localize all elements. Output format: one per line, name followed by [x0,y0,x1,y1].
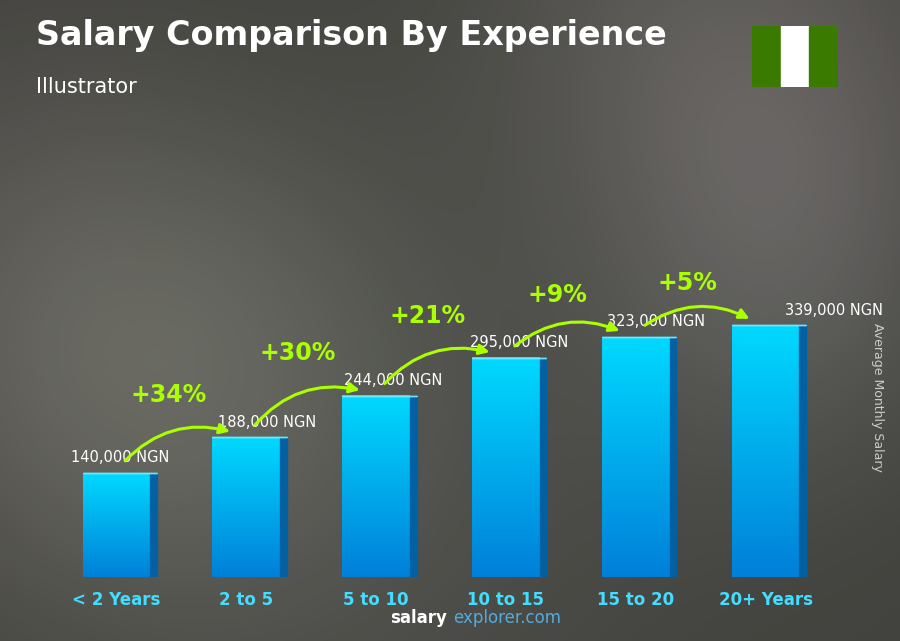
Bar [752,26,781,87]
Text: 323,000 NGN: 323,000 NGN [608,314,706,329]
Polygon shape [410,395,417,577]
Polygon shape [150,473,157,577]
Polygon shape [280,437,287,577]
Bar [781,26,809,87]
Polygon shape [670,337,676,577]
Text: Average Monthly Salary: Average Monthly Salary [871,323,884,472]
Text: +9%: +9% [528,283,588,307]
Text: Illustrator: Illustrator [36,77,137,97]
Text: 244,000 NGN: 244,000 NGN [344,373,442,388]
Text: +34%: +34% [130,383,206,407]
Text: salary: salary [391,609,447,627]
Text: +30%: +30% [260,342,337,365]
Text: 188,000 NGN: 188,000 NGN [218,415,316,429]
Polygon shape [799,325,806,577]
Text: 140,000 NGN: 140,000 NGN [71,451,169,465]
Text: 295,000 NGN: 295,000 NGN [470,335,568,350]
Text: Salary Comparison By Experience: Salary Comparison By Experience [36,19,667,52]
Bar [809,26,838,87]
Polygon shape [540,358,546,577]
Text: +21%: +21% [390,304,466,328]
Text: 339,000 NGN: 339,000 NGN [785,303,883,317]
Text: explorer.com: explorer.com [453,609,561,627]
Text: +5%: +5% [658,271,717,295]
